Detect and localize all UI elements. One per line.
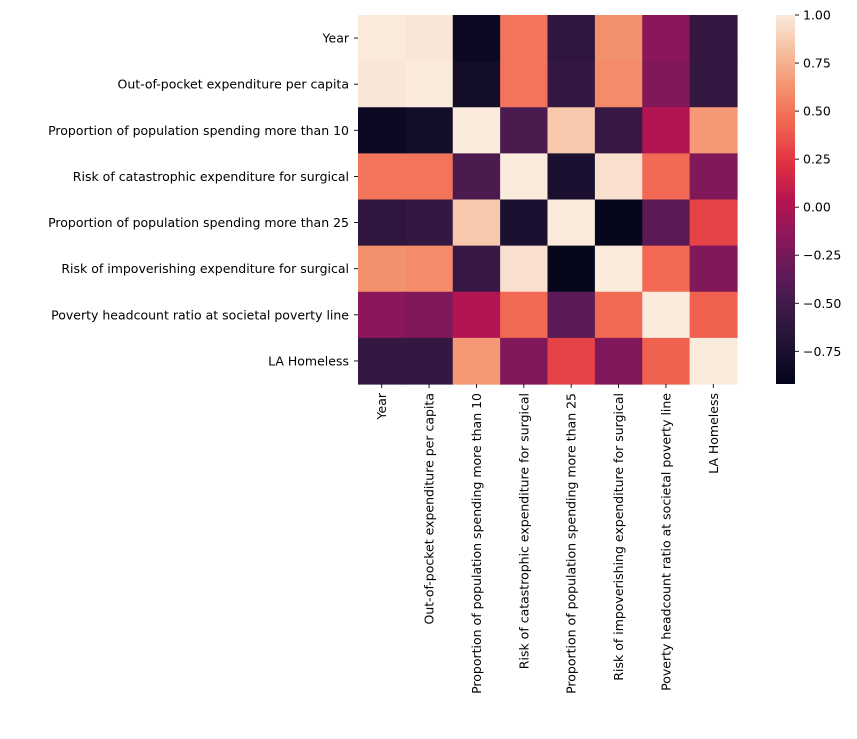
colorbar: 1.00 0.75 0.50 0.25 0.00 −0.25 −0.50 −0.75 (776, 8, 841, 384)
column-label-risk-of-impoverishing-expenditure-for-surgical: Risk of impoverishing expenditure for su… (611, 393, 626, 681)
row-labels: Year Out-of-pocket expenditure per capita… (48, 31, 358, 368)
colorbar-tick-label-5: −0.25 (803, 248, 841, 263)
heatmap-cell-r0-c3 (500, 15, 549, 62)
row-label-poverty-headcount-ratio-at-societal-poverty-line: Poverty headcount ratio at societal pove… (51, 307, 349, 322)
row-label-proportion-of-population-spending-more-than-25: Proportion of population spending more t… (48, 215, 349, 230)
heatmap-cell-r0-c1 (405, 15, 454, 62)
heatmap-cell-r5-c0 (358, 245, 406, 293)
heatmap-cell-r3-c4 (547, 153, 596, 201)
row-label-risk-of-catastrophic-expenditure-for-surgical: Risk of catastrophic expenditure for sur… (73, 169, 349, 184)
heatmap-cell-r3-c5 (594, 153, 643, 201)
column-label-proportion-of-population-spending-more-than-10: Proportion of population spending more t… (469, 393, 484, 694)
heatmap-cell-r4-c3 (500, 199, 549, 247)
column-label-poverty-headcount-ratio-at-societal-poverty-line: Poverty headcount ratio at societal pove… (658, 393, 673, 691)
heatmap-cell-r3-c3 (500, 153, 549, 201)
heatmap-cell-r7-c4 (547, 337, 596, 385)
heatmap-cell-r2-c4 (547, 107, 596, 154)
heatmap-cell-r6-c7 (689, 291, 738, 339)
heatmap-cell-r3-c7 (689, 153, 738, 201)
heatmap-cell-r2-c0 (358, 107, 406, 154)
heatmap-cell-r6-c6 (642, 291, 691, 339)
heatmap-cell-r6-c0 (358, 291, 406, 339)
heatmap-cell-r0-c7 (689, 15, 738, 62)
heatmap-cell-r2-c5 (594, 107, 643, 154)
heatmap-cell-r3-c6 (642, 153, 691, 201)
heatmap-cell-r5-c7 (689, 245, 738, 293)
heatmap-cell-r2-c7 (689, 107, 738, 154)
heatmap-cell-r4-c6 (642, 199, 691, 247)
heatmap-cell-r2-c2 (452, 107, 501, 154)
column-label-proportion-of-population-spending-more-than-25: Proportion of population spending more t… (564, 393, 579, 694)
colorbar-tick-label-2: 0.50 (803, 104, 831, 119)
heatmap-cell-r4-c5 (594, 199, 643, 247)
heatmap-cell-r6-c3 (500, 291, 549, 339)
heatmap-cell-r0-c0 (358, 15, 406, 62)
row-label-la-homeless: LA Homeless (268, 353, 349, 368)
heatmap-cell-r7-c6 (642, 337, 691, 385)
heatmap-cell-r7-c2 (452, 337, 501, 385)
heatmap-cell-r5-c6 (642, 245, 691, 293)
heatmap-cell-r1-c7 (689, 61, 738, 108)
colorbar-tick-label-6: −0.50 (803, 296, 841, 311)
heatmap-cell-r0-c2 (452, 15, 501, 62)
heatmap-cell-r3-c0 (358, 153, 406, 201)
row-label-risk-of-impoverishing-expenditure-for-surgical: Risk of impoverishing expenditure for su… (61, 261, 349, 276)
heatmap-cell-r1-c2 (452, 61, 501, 108)
heatmap-cell-r7-c0 (358, 337, 406, 385)
column-label-out-of-pocket-expenditure-per-capita: Out-of-pocket expenditure per capita (422, 393, 437, 625)
heatmap-cell-r1-c6 (642, 61, 691, 108)
colorbar-tick-label-4: 0.00 (803, 200, 831, 215)
heatmap-cell-r4-c1 (405, 199, 454, 247)
heatmap-cell-r6-c5 (594, 291, 643, 339)
colorbar-tick-label-0: 1.00 (803, 8, 831, 23)
heatmap-cell-r6-c4 (547, 291, 596, 339)
column-label-la-homeless: LA Homeless (706, 393, 721, 474)
colorbar-tick-label-7: −0.75 (803, 344, 841, 359)
heatmap-cell-r1-c3 (500, 61, 549, 108)
row-label-year: Year (322, 31, 350, 46)
heatmap-cell-r7-c7 (689, 337, 738, 385)
heatmap-cell-r6-c2 (452, 291, 501, 339)
heatmap-cell-r5-c3 (500, 245, 549, 293)
heatmap-cell-r5-c1 (405, 245, 454, 293)
heatmap-cell-r0-c4 (547, 15, 596, 62)
row-label-proportion-of-population-spending-more-than-10: Proportion of population spending more t… (48, 123, 349, 138)
column-label-risk-of-catastrophic-expenditure-for-surgical: Risk of catastrophic expenditure for sur… (516, 393, 531, 669)
heatmap-cell-r4-c4 (547, 199, 596, 247)
heatmap-cell-r5-c2 (452, 245, 501, 293)
heatmap-cell-r5-c4 (547, 245, 596, 293)
heatmap-cell-r0-c5 (594, 15, 643, 62)
heatmap-cell-r2-c6 (642, 107, 691, 154)
heatmap-cell-r4-c7 (689, 199, 738, 247)
heatmap-cell-r4-c2 (452, 199, 501, 247)
heatmap-cell-r1-c5 (594, 61, 643, 108)
column-labels: Year Out-of-pocket expenditure per capita… (374, 384, 721, 694)
column-label-year: Year (374, 392, 389, 420)
heatmap-cell-r3-c2 (452, 153, 501, 201)
heatmap-cell-r1-c0 (358, 61, 406, 108)
heatmap-cell-r6-c1 (405, 291, 454, 339)
heatmap-cell-r2-c3 (500, 107, 549, 154)
heatmap-cell-r7-c3 (500, 337, 549, 385)
heatmap-cell-r2-c1 (405, 107, 454, 154)
colorbar-tick-label-3: 0.25 (803, 152, 831, 167)
colorbar-tick-label-1: 0.75 (803, 56, 831, 71)
heatmap-cell-r3-c1 (405, 153, 454, 201)
colorbar-gradient (776, 15, 795, 384)
heatmap-cell-r1-c4 (547, 61, 596, 108)
heatmap-cell-r0-c6 (642, 15, 691, 62)
heatmap-cell-r7-c5 (594, 337, 643, 385)
heatmap-cell-r7-c1 (405, 337, 454, 385)
heatmap-cell-r5-c5 (594, 245, 643, 293)
heatmap-cells (358, 15, 738, 385)
heatmap-cell-r1-c1 (405, 61, 454, 108)
row-label-out-of-pocket-expenditure-per-capita: Out-of-pocket expenditure per capita (117, 77, 349, 92)
heatmap-cell-r4-c0 (358, 199, 406, 247)
